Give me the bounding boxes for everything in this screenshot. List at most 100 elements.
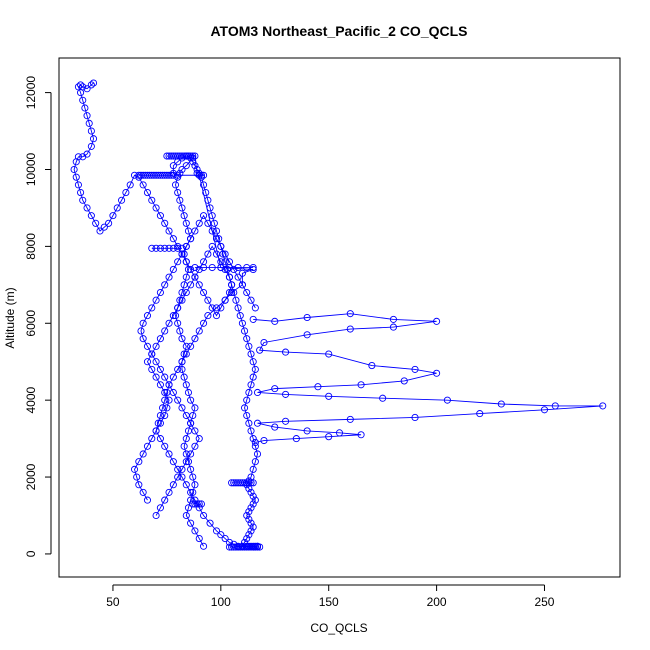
data-point: [221, 265, 229, 273]
data-point: [238, 319, 246, 327]
series-0: [152, 152, 262, 550]
data-point: [74, 181, 82, 189]
data-point: [251, 543, 259, 551]
data-point: [182, 411, 190, 420]
data-point: [249, 265, 257, 273]
data-point: [204, 296, 212, 304]
x-tick-label: 100: [211, 595, 231, 609]
data-point: [212, 227, 221, 235]
data-point: [178, 404, 186, 412]
data-point: [161, 327, 169, 335]
data-point: [148, 244, 156, 252]
data-point: [249, 435, 257, 443]
data-point: [243, 411, 251, 420]
data-point: [497, 400, 505, 408]
data-point: [169, 265, 177, 273]
data-point: [230, 265, 238, 273]
data-point: [174, 365, 182, 373]
data-point: [253, 419, 262, 427]
data-point: [176, 196, 184, 204]
data-point: [161, 396, 169, 404]
data-point: [178, 365, 186, 373]
data-point: [325, 350, 333, 358]
data-point: [204, 312, 212, 320]
data-point: [143, 496, 152, 504]
data-point: [411, 365, 419, 373]
data-point: [156, 212, 164, 220]
data-point: [197, 500, 205, 508]
data-point: [135, 481, 143, 489]
data-point: [92, 219, 100, 227]
data-point: [79, 196, 87, 204]
data-point: [165, 227, 173, 235]
data-point: [79, 83, 87, 91]
data-point: [208, 263, 216, 272]
data-point: [156, 365, 164, 373]
data-point: [148, 435, 156, 443]
data-point: [152, 511, 160, 520]
data-point: [204, 219, 212, 227]
data-point: [161, 244, 169, 252]
data-point: [212, 527, 221, 535]
data-point: [87, 142, 95, 150]
data-point: [180, 212, 188, 220]
data-point: [303, 313, 311, 322]
data-point: [191, 263, 199, 272]
data-point: [325, 392, 333, 400]
data-point: [163, 404, 171, 412]
data-point: [243, 535, 251, 543]
data-point: [303, 331, 311, 339]
series-6: [135, 171, 177, 179]
data-point: [221, 535, 229, 543]
data-point: [379, 394, 387, 402]
data-point: [184, 388, 193, 397]
data-point: [314, 383, 322, 391]
data-point: [156, 335, 164, 343]
data-point: [143, 189, 152, 197]
data-point: [89, 135, 98, 143]
data-point: [271, 317, 279, 325]
y-axis: 0 2000 4000 6000 8000 10000 12000: [24, 76, 52, 557]
data-point: [165, 396, 173, 404]
data-point: [245, 531, 253, 539]
data-point: [217, 242, 225, 250]
data-point: [161, 388, 169, 397]
data-point: [148, 304, 156, 312]
data-point: [135, 458, 143, 466]
data-point: [245, 388, 253, 397]
data-point: [251, 365, 259, 373]
data-point: [178, 335, 186, 343]
data-point: [135, 173, 143, 181]
data-point: [251, 438, 259, 446]
data-point: [228, 281, 236, 289]
data-point: [161, 442, 169, 450]
data-point: [256, 346, 264, 354]
data-point: [187, 235, 195, 243]
data-point: [182, 273, 190, 281]
data-point: [221, 258, 229, 266]
data-point: [249, 500, 257, 508]
data-point: [96, 227, 104, 235]
y-tick-label: 6000: [24, 310, 38, 337]
data-point: [251, 304, 259, 312]
data-point: [180, 442, 188, 450]
data-point: [271, 385, 279, 393]
data-point: [204, 250, 212, 258]
data-point: [148, 365, 156, 373]
data-point: [221, 250, 229, 258]
data-point: [200, 263, 208, 272]
series-2: [184, 152, 262, 550]
data-point: [225, 273, 234, 281]
data-point: [249, 465, 257, 473]
data-point: [178, 244, 186, 252]
data-point: [187, 396, 195, 404]
data-point: [169, 373, 177, 381]
data-point: [156, 244, 164, 252]
data-point: [143, 442, 152, 450]
data-point: [197, 173, 205, 181]
data-point: [187, 152, 195, 160]
data-point: [178, 204, 186, 212]
data-point: [176, 327, 184, 335]
data-point: [161, 496, 169, 504]
data-point: [200, 212, 208, 220]
